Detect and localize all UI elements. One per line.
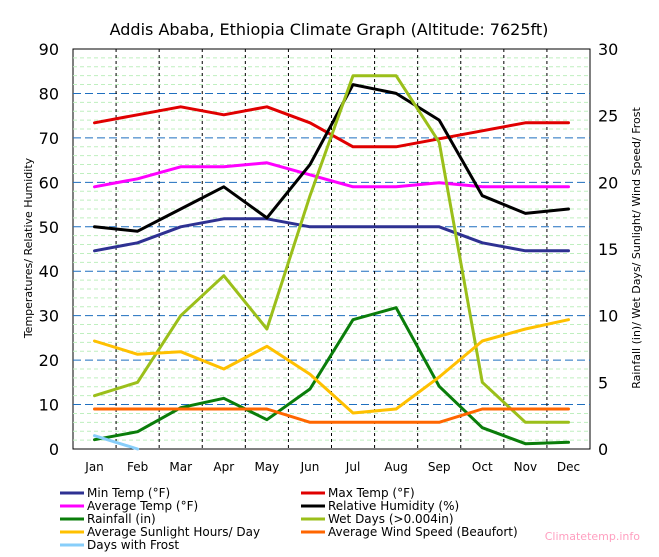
- chart-legend: Min Temp (°F) Max Temp (°F) Average Temp (…: [60, 486, 518, 552]
- legend-label: Average Sunlight Hours/ Day: [87, 525, 260, 539]
- month-label: Dec: [557, 460, 580, 474]
- series-line: [93, 407, 570, 424]
- legend-label: Max Temp (°F): [328, 486, 415, 500]
- watermark-text: Climatetemp.info: [545, 530, 641, 543]
- month-label: Apr: [213, 460, 234, 474]
- month-label: Aug: [384, 460, 407, 474]
- legend-label: Wet Days (>0.004in): [328, 512, 454, 526]
- month-label: Jun: [300, 460, 320, 474]
- series-line: [93, 318, 570, 415]
- legend-label: Average Wind Speed (Beaufort): [328, 525, 518, 539]
- legend-label: Days with Frost: [87, 538, 179, 552]
- month-label: Sep: [428, 460, 451, 474]
- left-axis-ticks: 0 10 20 30 40 50 60 70 80 90: [39, 40, 59, 459]
- right-tick-label: 15: [598, 240, 618, 259]
- left-tick-label: 10: [39, 396, 59, 415]
- left-tick-label: 40: [39, 262, 59, 281]
- right-tick-label: 30: [598, 40, 618, 59]
- series-line: [93, 83, 570, 233]
- series-line: [93, 217, 570, 253]
- left-tick-label: 90: [39, 40, 59, 59]
- series-line: [93, 74, 570, 424]
- series-line: [93, 434, 140, 451]
- legend-label: Average Temp (°F): [87, 499, 198, 513]
- left-tick-label: 30: [39, 307, 59, 326]
- month-axis-ticks: Jan Feb Mar Apr May Jun Jul Aug Sep Oct Nov Dec: [84, 460, 580, 474]
- right-axis-label: Rainfall (in)/ Wet Days/ Sunlight/ Wind …: [630, 107, 643, 389]
- left-tick-label: 80: [39, 84, 59, 103]
- chart-series: [93, 74, 570, 451]
- chart-title: Addis Ababa, Ethiopia Climate Graph (Alt…: [110, 20, 549, 39]
- left-tick-label: 20: [39, 351, 59, 370]
- right-tick-label: 0: [598, 440, 608, 459]
- left-tick-label: 70: [39, 129, 59, 148]
- right-tick-label: 20: [598, 173, 618, 192]
- left-tick-label: 50: [39, 218, 59, 237]
- month-label: Nov: [514, 460, 537, 474]
- month-label: Jul: [345, 460, 360, 474]
- left-axis-label: Temperatures/ Relative Humidity: [22, 157, 35, 339]
- left-tick-label: 0: [49, 440, 59, 459]
- legend-label: Min Temp (°F): [87, 486, 170, 500]
- right-tick-label: 5: [598, 373, 608, 392]
- month-label: Feb: [127, 460, 148, 474]
- left-tick-label: 60: [39, 173, 59, 192]
- right-tick-label: 10: [598, 307, 618, 326]
- month-label: Oct: [472, 460, 493, 474]
- legend-label: Rainfall (in): [87, 512, 156, 526]
- month-label: Jan: [84, 460, 104, 474]
- legend-label: Relative Humidity (%): [328, 499, 459, 513]
- month-label: May: [254, 460, 279, 474]
- right-axis-ticks: 0 5 10 15 20 25 30: [598, 40, 618, 459]
- right-tick-label: 25: [598, 107, 618, 126]
- month-label: Mar: [169, 460, 192, 474]
- series-line: [93, 161, 570, 189]
- series-line: [93, 306, 570, 446]
